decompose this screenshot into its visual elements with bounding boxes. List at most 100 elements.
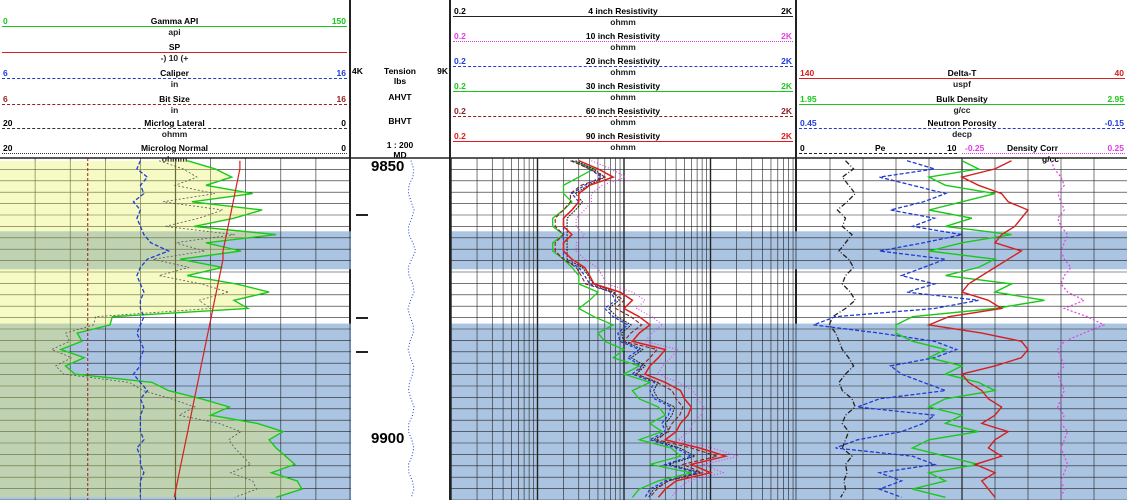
rhob-unit: g/cc bbox=[953, 105, 971, 115]
gamma-name: Gamma API bbox=[150, 16, 199, 26]
header-neutron-porosity: 0.45 Neutron Porosity -0.15 decp bbox=[797, 116, 1127, 142]
depth-scale-unit: MD bbox=[393, 150, 407, 160]
bitsize-name: Bit Size bbox=[159, 94, 190, 104]
res20-max: 2K bbox=[781, 56, 792, 66]
res30-max: 2K bbox=[781, 81, 792, 91]
header-res-10in: 0.2 10 inch Resistivity 2K ohmm bbox=[451, 29, 795, 55]
caliper-min: 6 bbox=[3, 68, 8, 78]
mln-min: 20 bbox=[3, 143, 13, 153]
pe-max: 10 bbox=[947, 143, 957, 153]
header-delta-t: 140 Delta-T 40 uspf bbox=[797, 66, 1127, 92]
tension-max: 9K bbox=[437, 66, 448, 76]
sp-curve bbox=[173, 160, 241, 498]
bitsize-unit: in bbox=[170, 105, 179, 115]
mln-unit: ohmm bbox=[161, 154, 188, 164]
pe-name: Pe bbox=[875, 143, 886, 153]
nphi-min: 0.45 bbox=[800, 118, 817, 128]
gamma-curve bbox=[58, 160, 303, 498]
header-res-90in: 0.2 90 inch Resistivity 2K ohmm bbox=[451, 129, 795, 155]
pe-curve bbox=[828, 160, 857, 498]
header-bitsize: 6 Bit Size 16 in bbox=[0, 92, 349, 118]
gamma-fill bbox=[0, 160, 302, 498]
gamma-min: 0 bbox=[3, 16, 8, 26]
res10-curve bbox=[575, 160, 741, 498]
caliper-max: 16 bbox=[336, 68, 346, 78]
tension-min: 4K bbox=[352, 66, 363, 76]
res60-max: 2K bbox=[781, 106, 792, 116]
ahvt-label: AHVT bbox=[388, 92, 412, 102]
depth-scale-ratio: 1 : 200 bbox=[386, 140, 414, 150]
depth-label-9900: 9900 bbox=[371, 430, 405, 447]
caliper-name: Caliper bbox=[160, 68, 189, 78]
res4-max: 2K bbox=[781, 6, 792, 16]
dt-unit: uspf bbox=[953, 79, 971, 89]
mll-unit: ohmm bbox=[161, 129, 188, 139]
res60-name: 60 inch Resistivity bbox=[585, 106, 661, 116]
header-pe-drho: 0 Pe 10 -0.25 Density Corr 0.25 g/cc bbox=[797, 141, 1127, 167]
sp-unit: -) 10 (+ bbox=[160, 53, 189, 63]
dt-curve bbox=[926, 160, 1030, 498]
mll-name: Micrlog Lateral bbox=[144, 118, 205, 128]
tension-header: 4K Tension 9K lbs bbox=[351, 66, 449, 86]
depth-scale: 1 : 200 MD bbox=[351, 140, 449, 160]
header-gamma: 0 Gamma API 150 api bbox=[0, 14, 349, 40]
mll-min: 20 bbox=[3, 118, 13, 128]
mln-name: Microlog Normal bbox=[140, 143, 209, 153]
porosity-track: 140 Delta-T 40 uspf 1.95 Bulk Density 2.… bbox=[797, 0, 1127, 500]
tension-curve bbox=[407, 160, 417, 498]
res30-unit: ohmm bbox=[610, 92, 636, 102]
res10-min: 0.2 bbox=[454, 31, 466, 41]
sp-name: SP bbox=[168, 42, 181, 52]
nphi-name: Neutron Porosity bbox=[927, 118, 997, 128]
bitsize-max: 16 bbox=[336, 94, 346, 104]
header-bulk-density: 1.95 Bulk Density 2.95 g/cc bbox=[797, 92, 1127, 118]
rhob-curve bbox=[895, 160, 1045, 498]
header-micrlog-lateral: 20 Micrlog Lateral 0 ohmm bbox=[0, 116, 349, 142]
res30-curve bbox=[552, 160, 692, 498]
depth-track: 4K Tension 9K lbs AHVT BHVT 1 : 200 MD 9… bbox=[351, 0, 451, 500]
rhob-name: Bulk Density bbox=[936, 94, 988, 104]
dt-max: 40 bbox=[1114, 68, 1124, 78]
header-caliper: 6 Caliper 16 in bbox=[0, 66, 349, 92]
res20-name: 20 inch Resistivity bbox=[585, 56, 661, 66]
res90-name: 90 inch Resistivity bbox=[585, 131, 661, 141]
res4-min: 0.2 bbox=[454, 6, 466, 16]
drho-min: -0.25 bbox=[965, 143, 985, 153]
res60-unit: ohmm bbox=[610, 117, 636, 127]
res60-curve bbox=[554, 160, 720, 498]
res10-max: 2K bbox=[781, 31, 792, 41]
res4-curve bbox=[566, 160, 703, 498]
res10-unit: ohmm bbox=[610, 42, 636, 52]
res4-name: 4 inch Resistivity bbox=[588, 6, 658, 16]
res90-unit: ohmm bbox=[610, 142, 636, 152]
caliper-unit: in bbox=[170, 79, 179, 89]
res90-max: 2K bbox=[781, 131, 792, 141]
rhob-max: 2.95 bbox=[1107, 94, 1124, 104]
res60-min: 0.2 bbox=[454, 106, 466, 116]
tension-unit: lbs bbox=[393, 76, 407, 86]
nphi-unit: decp bbox=[952, 129, 972, 139]
depth-label-9850: 9850 bbox=[371, 158, 405, 175]
res4-unit: ohmm bbox=[610, 17, 636, 27]
header-res-4in: 0.2 4 inch Resistivity 2K ohmm bbox=[451, 4, 795, 30]
dt-name: Delta-T bbox=[947, 68, 977, 78]
mll-max: 0 bbox=[341, 118, 346, 128]
header-res-20in: 0.2 20 inch Resistivity 2K ohmm bbox=[451, 54, 795, 80]
header-res-60in: 0.2 60 inch Resistivity 2K ohmm bbox=[451, 104, 795, 130]
tension-name: Tension bbox=[384, 66, 416, 76]
nphi-max: -0.15 bbox=[1104, 118, 1124, 128]
bhvt-label: BHVT bbox=[388, 116, 412, 126]
gamma-max: 150 bbox=[331, 16, 346, 26]
header-sp: SP -) 10 (+ bbox=[0, 40, 349, 66]
caliper-curve bbox=[132, 160, 171, 498]
res20-unit: ohmm bbox=[610, 67, 636, 77]
gamma-unit: api bbox=[168, 27, 181, 37]
res20-min: 0.2 bbox=[454, 56, 466, 66]
dt-min: 140 bbox=[800, 68, 815, 78]
res30-name: 30 inch Resistivity bbox=[585, 81, 661, 91]
res30-min: 0.2 bbox=[454, 81, 466, 91]
drho-curve bbox=[1050, 160, 1106, 498]
rhob-min: 1.95 bbox=[800, 94, 817, 104]
bitsize-min: 6 bbox=[3, 94, 8, 104]
